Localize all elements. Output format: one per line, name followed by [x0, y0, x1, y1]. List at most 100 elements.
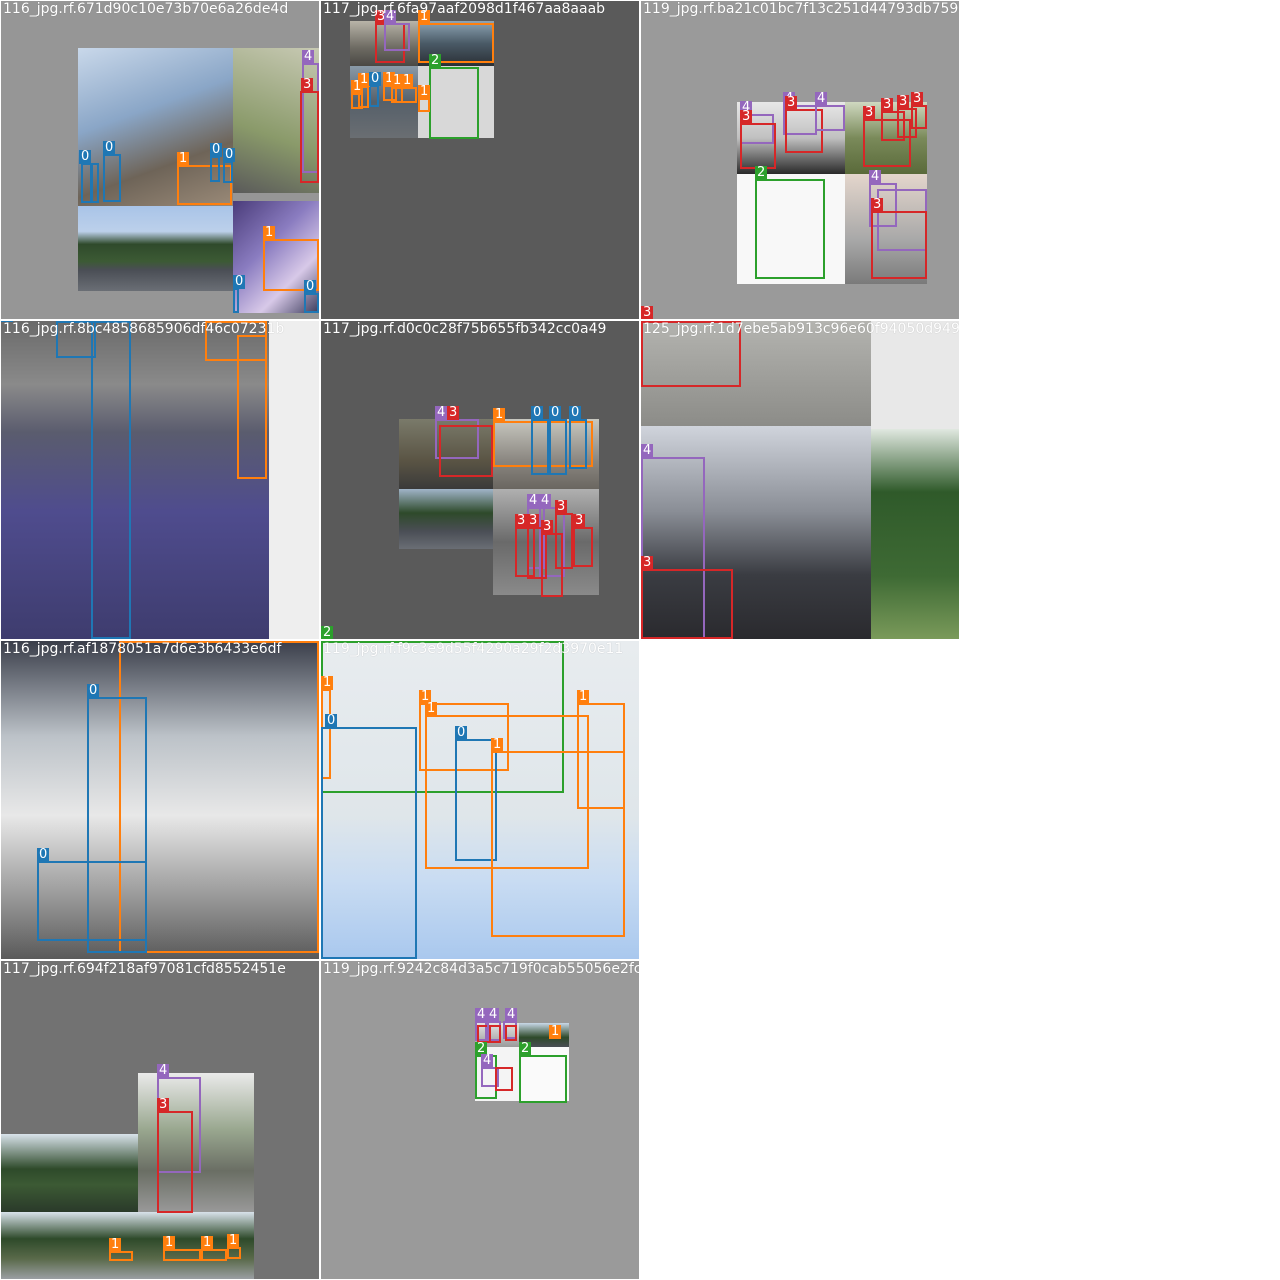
bbox-label: 3	[447, 406, 459, 420]
mosaic-tile-1: 116_jpg.rf.671d90c10e73b70e6a26de4d 4 3 …	[1, 1, 319, 319]
bbox-label: 1	[493, 408, 505, 422]
bbox-label: 1	[177, 152, 189, 166]
bbox-class-3	[740, 123, 776, 169]
tile-filename: 119_jpg.rf.9242c84d3a5c719f0cab55056e2fc	[323, 961, 639, 977]
mosaic-tile-4: 116_jpg.rf.8bc4858685906df46c07231b 0 0 …	[1, 321, 319, 639]
tile-filename: 116_jpg.rf.8bc4858685906df46c07231b	[3, 321, 284, 337]
bbox-label: 1	[491, 738, 503, 752]
bbox-class-4	[384, 23, 410, 51]
bbox-label: 1	[163, 1236, 175, 1250]
bbox-label: 0	[37, 848, 49, 862]
bbox-label: 4	[641, 444, 653, 458]
bbox-class-1	[201, 1249, 227, 1261]
bbox-label: 3	[157, 1098, 169, 1112]
bbox-label: 0	[549, 406, 561, 420]
mosaic-image	[871, 321, 959, 429]
bbox-class-1	[401, 87, 417, 103]
mosaic-tile-10: 119_jpg.rf.9242c84d3a5c719f0cab55056e2fc…	[321, 961, 639, 1279]
bbox-label: 3	[515, 514, 527, 528]
bbox-label: 4	[815, 92, 827, 106]
bbox-label: 3	[301, 78, 313, 92]
tile-filename: 116_jpg.rf.af1878051a7d6e3b6433e6df	[3, 641, 281, 657]
bbox-label: 4	[869, 170, 881, 184]
mosaic-tile-6: 125_jpg.rf.1d7ebe5ab913c96e60f94050d949 …	[641, 321, 959, 639]
bbox-label: 3	[881, 98, 893, 112]
bbox-class-1	[418, 98, 430, 112]
bbox-class-3	[157, 1111, 193, 1213]
bbox-class-2	[429, 67, 479, 139]
bbox-label: 3	[573, 514, 585, 528]
bbox-class-0	[37, 861, 147, 941]
bbox-label: 4	[527, 494, 539, 508]
bbox-label: 3	[863, 106, 875, 120]
bbox-label: 3	[555, 500, 567, 514]
bbox-class-1	[227, 1247, 241, 1259]
bbox-class-3	[641, 569, 733, 639]
bbox-label: 1	[201, 1236, 213, 1250]
tile-filename: 125_jpg.rf.1d7ebe5ab913c96e60f94050d949	[643, 321, 959, 337]
tile-filename: 119_jpg.rf.f9c3e9d55f4290a29f2d3970e11	[323, 641, 623, 657]
bbox-class-0	[233, 288, 239, 313]
mosaic-image	[78, 206, 233, 291]
bbox-class-1	[577, 703, 625, 809]
bbox-label: 0	[210, 143, 222, 157]
bbox-label: 4	[302, 50, 314, 64]
bbox-label: 4	[487, 1008, 499, 1022]
bbox-class-0	[223, 161, 233, 183]
bbox-class-0	[369, 85, 379, 107]
bbox-class-0	[321, 727, 417, 959]
bbox-class-3	[495, 1067, 513, 1091]
bbox-class-3	[489, 1025, 501, 1043]
bbox-label: 1	[549, 1025, 561, 1039]
bbox-class-2	[519, 1055, 567, 1103]
bbox-label: 0	[325, 714, 337, 728]
bbox-class-0	[91, 321, 131, 639]
bbox-label: 0	[79, 150, 91, 164]
bbox-label: 3	[541, 520, 553, 534]
bbox-class-3	[505, 1025, 517, 1041]
bbox-label: 1	[418, 85, 430, 99]
bbox-label: 1	[227, 1234, 239, 1248]
mosaic-image	[871, 429, 959, 639]
bbox-label: 0	[569, 406, 581, 420]
bbox-class-4	[815, 105, 845, 131]
bbox-label: 1	[263, 226, 275, 240]
bbox-label: 3	[911, 92, 923, 106]
bbox-label: 0	[223, 148, 235, 162]
bbox-class-1	[163, 1249, 201, 1261]
bbox-label: 0	[87, 684, 99, 698]
bbox-label: 4	[481, 1054, 493, 1068]
bbox-label: 4	[539, 494, 551, 508]
bbox-label: 0	[369, 72, 381, 86]
bbox-label: 3	[641, 556, 653, 570]
tile-filename: 117_jpg.rf.694f218af97081cfd8552451e	[3, 961, 286, 977]
bbox-class-0	[103, 154, 121, 202]
bbox-class-3	[439, 425, 493, 477]
bbox-label: 3	[527, 514, 539, 528]
bbox-class-0	[91, 163, 99, 203]
bbox-label: 3	[897, 95, 909, 109]
bbox-class-3	[555, 513, 573, 569]
mosaic-tile-5: 117_jpg.rf.d0c0c28f75b655fb342cc0a49 4 3…	[321, 321, 639, 639]
bbox-class-1	[237, 335, 267, 479]
bbox-label: 4	[475, 1008, 487, 1022]
bbox-class-2	[755, 179, 825, 279]
mosaic-image	[399, 489, 493, 549]
bbox-label: 3	[871, 198, 883, 212]
bbox-label: 0	[233, 275, 245, 289]
bbox-class-3	[871, 211, 927, 279]
bbox-label: 1	[321, 676, 333, 690]
bbox-label: 2	[519, 1042, 531, 1056]
bbox-label: 4	[435, 406, 447, 420]
mosaic-image	[1, 1212, 254, 1279]
bbox-label: 4	[505, 1008, 517, 1022]
bbox-class-0	[549, 419, 567, 475]
mosaic-tile-3: 119_jpg.rf.ba21c01bc7f13c251d44793db759a…	[641, 1, 959, 319]
bbox-label: 4	[157, 1064, 169, 1078]
tile-filename: 117_jpg.rf.6fa97aaf2098d1f467aa8aaab	[323, 1, 605, 17]
bbox-class-0	[531, 419, 549, 475]
mosaic-tile-7: 116_jpg.rf.af1878051a7d6e3b6433e6df 0 0	[1, 641, 319, 959]
mosaic-image	[1, 1134, 138, 1212]
bbox-class-3	[911, 105, 927, 129]
mosaic-tile-8: 119_jpg.rf.f9c3e9d55f4290a29f2d3970e11 1…	[321, 641, 639, 959]
